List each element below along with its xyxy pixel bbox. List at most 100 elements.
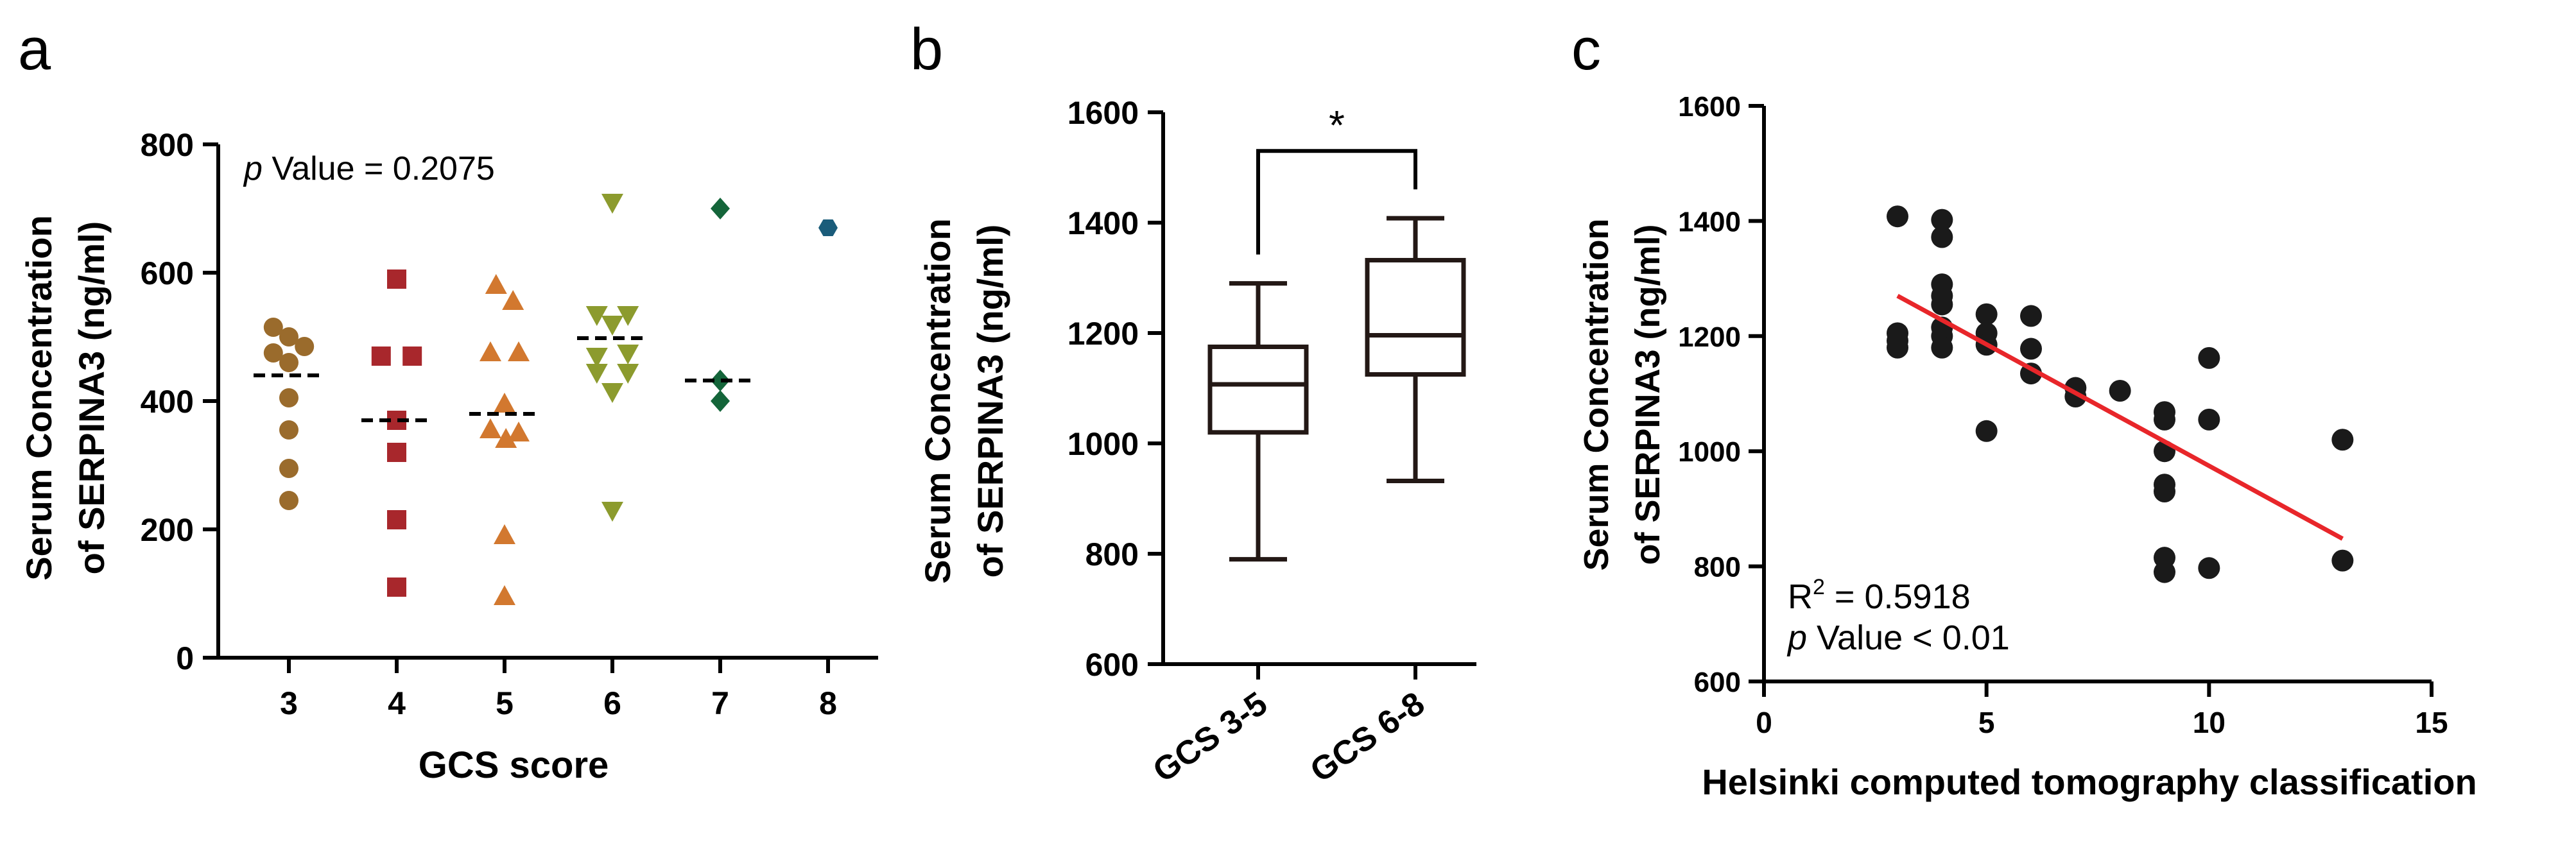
- panel-a-point: [485, 274, 507, 294]
- panel-a-point: [371, 346, 391, 366]
- panel-c-axes: [1762, 106, 2432, 683]
- panel-a-x-tick-label: 8: [819, 685, 837, 721]
- panel-c-r2: R2 = 0.5918: [1788, 575, 1971, 616]
- panel-a-points: [263, 194, 838, 605]
- panel-c-y-tick-label: 1200: [1678, 321, 1741, 353]
- panel-a-point: [711, 370, 730, 391]
- panel-c-point: [2331, 429, 2354, 451]
- panel-c-point: [2020, 338, 2042, 360]
- panel-a-point: [387, 443, 406, 462]
- panel-a-annotation: p Value = 0.2075: [243, 150, 495, 187]
- panel-c-point: [1931, 209, 1953, 231]
- panel-c-point: [2198, 408, 2220, 431]
- panel-a-point: [279, 491, 298, 510]
- panel-c-regression-line: [1896, 293, 2344, 541]
- panel-a-point: [295, 337, 315, 356]
- panel-c-point: [1975, 303, 1998, 325]
- panel-a-point: [494, 524, 515, 544]
- panel-a-ticks: 0 200 400 600 800 3 4 5 6 7 8: [141, 127, 837, 721]
- panel-b: 600 800 1000 1200 1400 1600 GCS 3-5 GCS 6-8 * S…: [917, 95, 1476, 790]
- panel-a-y-tick-label: 0: [176, 640, 194, 676]
- panel-a-point: [601, 316, 623, 336]
- panel-c-x-axis-label: Helsinki computed tomography classificat…: [1702, 762, 2477, 802]
- panel-c-x-tick-label: 15: [2415, 706, 2448, 739]
- panel-a-x-tick-label: 7: [711, 685, 729, 721]
- panel-a-point: [601, 194, 623, 214]
- panel-c-point: [2198, 557, 2220, 579]
- panel-c-y-axis-label-line1: Serum Concentration: [1577, 218, 1616, 570]
- panel-a-point: [279, 459, 298, 478]
- panel-a-point: [480, 341, 501, 361]
- panel-b-box: [1365, 257, 1466, 377]
- panel-a-point: [402, 346, 422, 366]
- panel-c-y-tick-label: 1400: [1678, 206, 1741, 237]
- panel-b-y-tick-label: 1400: [1068, 205, 1139, 241]
- panel-a-point: [279, 420, 298, 440]
- panel-a-x-tick-label: 6: [603, 685, 621, 721]
- panel-b-y-axis-label-line2: of SERPINA3 (ng/ml): [970, 225, 1010, 578]
- panel-letter-a: a: [18, 17, 51, 82]
- panel-a-y-tick-label: 600: [141, 255, 194, 291]
- panel-a-axes: [216, 144, 878, 660]
- panel-c-p-value: p Value < 0.01: [1786, 619, 2010, 657]
- panel-c-point: [1887, 205, 1908, 228]
- panel-a-point: [601, 383, 623, 403]
- panel-a-point: [508, 422, 530, 441]
- panel-b-y-tick-label: 600: [1085, 647, 1139, 683]
- panel-c-r2-value: = 0.5918: [1825, 578, 1971, 616]
- panel-c-point: [2154, 561, 2175, 583]
- panel-a-point: [387, 270, 406, 289]
- panel-b-boxes: [1207, 216, 1466, 562]
- panel-b-y-tick-label: 1200: [1068, 316, 1139, 352]
- panel-a-annotation-value: Value = 0.2075: [263, 150, 495, 187]
- panel-c-y-axis-label-line2: of SERPINA3 (ng/ml): [1629, 224, 1667, 565]
- panel-a-annotation-p: p: [243, 150, 263, 187]
- panel-a-point: [494, 393, 515, 413]
- panel-c-x-tick-label: 0: [1756, 706, 1772, 739]
- panel-c-point: [2020, 305, 2042, 327]
- panel-a-x-tick-label: 3: [280, 685, 298, 721]
- panel-a-point: [585, 306, 608, 326]
- panel-a-medians: [254, 336, 756, 422]
- panel-a-point: [263, 343, 283, 363]
- panel-b-significance-bracket: [1256, 149, 1417, 255]
- panel-a-y-tick-label: 200: [141, 512, 194, 548]
- panel-a-point: [480, 418, 501, 438]
- panel-c-y-tick-label: 800: [1694, 552, 1741, 583]
- panel-b-box: [1207, 345, 1309, 435]
- panel-a-point: [279, 327, 298, 346]
- panel-a-point: [617, 306, 639, 326]
- panel-b-y-tick-label: 1000: [1068, 426, 1139, 462]
- panel-c: 600 800 1000 1200 1400 1600 0 5 10 15 R2 = 0.5918…: [1577, 91, 2477, 802]
- panel-c-p-italic: p: [1786, 619, 1807, 657]
- panel-a-point: [387, 510, 406, 529]
- panel-c-r2-prefix: R: [1788, 578, 1813, 616]
- panel-c-y-tick-label: 1600: [1678, 91, 1741, 123]
- panel-a-point: [585, 364, 608, 384]
- panel-c-point: [2109, 380, 2131, 402]
- panel-c-point: [1931, 293, 1953, 316]
- panel-a-point: [711, 198, 730, 219]
- panel-a: 0 200 400 600 800 3 4 5 6 7 8 p Value = 0.2075 GCS…: [19, 127, 878, 786]
- panel-a-x-axis-label: GCS score: [419, 744, 609, 786]
- panel-b-ticks: 600 800 1000 1200 1400 1600 GCS 3-5 GCS 6-8: [1068, 95, 1431, 790]
- panel-letter-c: c: [1571, 17, 1601, 82]
- panel-b-y-tick-label: 800: [1085, 536, 1139, 572]
- panel-c-point: [1931, 226, 1953, 248]
- panel-c-point: [1931, 336, 1953, 359]
- panel-a-point: [263, 318, 283, 337]
- panel-a-y-axis-label-line1: Serum Concentration: [19, 215, 59, 580]
- panel-b-axes: [1161, 112, 1476, 666]
- panel-c-r2-superscript: 2: [1813, 575, 1825, 599]
- panel-a-x-tick-label: 5: [496, 685, 514, 721]
- panel-a-point: [601, 502, 623, 522]
- panel-b-y-axis-label-line1: Serum Concentration: [917, 218, 958, 583]
- panel-c-p-rest: Value < 0.01: [1807, 619, 2010, 657]
- panel-a-point: [617, 364, 639, 384]
- panel-a-point: [502, 290, 524, 310]
- panel-a-point: [279, 353, 298, 372]
- panel-a-point: [495, 428, 517, 448]
- panel-a-point: [711, 390, 730, 412]
- panel-c-point: [2331, 549, 2354, 572]
